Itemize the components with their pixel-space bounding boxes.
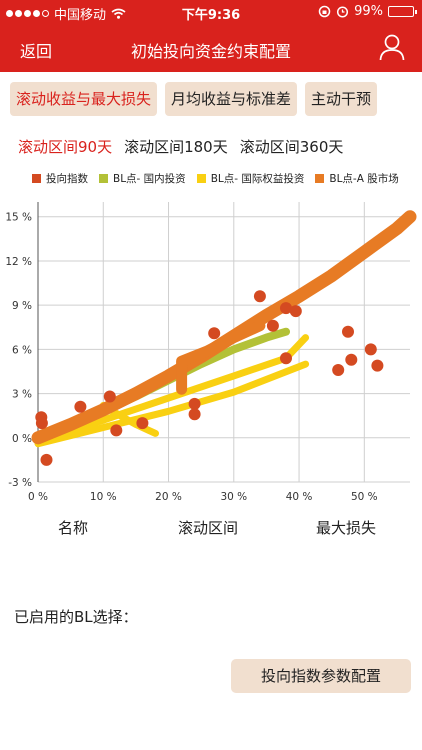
series-index-point: [110, 424, 123, 437]
series-index-point: [40, 453, 53, 466]
series-index-point: [280, 352, 292, 365]
interval-360-days[interactable]: 滚动区间360天: [239, 138, 344, 156]
signal-dots-icon: [6, 10, 49, 17]
y-tick-label: 6 %: [12, 344, 32, 356]
interval-180-days[interactable]: 滚动区间180天: [124, 138, 228, 156]
chart-svg: -3 % 0 % 3 % 6 % 9 % 12 % 15 % 0 % 10 % 20 % 30 % 4…: [5, 202, 417, 503]
status-bar-right: 99%: [318, 4, 417, 19]
y-tick-label: 0 %: [12, 433, 32, 445]
y-tick-label: 9 %: [12, 300, 32, 312]
y-tick-label: 3 %: [12, 389, 32, 401]
page-title: 初始投向资金约束配置: [130, 42, 291, 61]
series-index-point: [208, 327, 221, 340]
tab-active-intervention[interactable]: 主动干预: [305, 82, 378, 116]
x-tick-label: 10 %: [90, 491, 117, 503]
column-headers: 名称 滚动区间 最大损失: [0, 517, 422, 539]
y-tick-label: -3 %: [8, 477, 32, 489]
series-international-band: [34, 360, 310, 448]
legend-swatch: [99, 174, 108, 183]
series-index-point: [332, 364, 345, 376]
series-index-point: [74, 400, 87, 413]
series-index-point: [188, 408, 201, 421]
legend-label: BL点- 国际权益投资: [210, 173, 305, 185]
x-tick-label: 40 %: [286, 491, 313, 503]
chart-legend: 投向指数 BL点- 国内投资 BL点- 国际权益投资 BL点-A 股市场: [32, 171, 399, 186]
tab-monthly-return-std[interactable]: 月均收益与标准差: [165, 82, 298, 116]
status-bar-left: 中国移动: [6, 4, 126, 23]
series-ashare-spur: [176, 320, 266, 395]
wifi-icon: [111, 8, 126, 19]
series-index-point: [371, 359, 384, 372]
series-index-point: [253, 290, 266, 303]
enabled-bl-label: 已启用的BL选择：: [14, 608, 138, 626]
orientation-lock-icon: [318, 5, 331, 18]
tab-bar: 滚动收益与最大损失 月均收益与标准差 主动干预: [10, 82, 378, 116]
series-index-point: [266, 319, 279, 332]
x-tick-label: 50 %: [351, 491, 378, 503]
battery-icon: [388, 6, 417, 17]
legend-swatch: [315, 174, 325, 183]
legend-swatch: [196, 174, 206, 183]
series-index-point: [342, 325, 354, 338]
scatter-chart: -3 % 0 % 3 % 6 % 9 % 12 % 15 % 0 % 10 % 20 % 30 % 4…: [0, 192, 422, 510]
series-index-point: [345, 353, 358, 366]
column-name: 名称: [58, 519, 89, 537]
nav-bar: 返回 初始投向资金约束配置: [0, 24, 422, 72]
battery-percent: 99%: [354, 4, 383, 19]
index-param-config-button[interactable]: 投向指数参数配置: [231, 659, 411, 693]
series-index-point: [103, 390, 116, 403]
user-icon[interactable]: [378, 33, 406, 61]
legend-label: BL点- 国内投资: [113, 173, 186, 185]
series-index-point: [136, 417, 149, 430]
status-time: 下午9:36: [181, 8, 241, 23]
carrier-label: 中国移动: [54, 8, 107, 23]
series-international-band: [99, 401, 159, 437]
status-bar: 中国移动 下午9:36 99%: [0, 0, 422, 24]
series-index-point: [289, 305, 302, 318]
series-index-point: [364, 343, 377, 356]
legend-item-international: BL点- 国际权益投资: [196, 171, 305, 186]
interval-selector: 滚动区间90天 滚动区间180天 滚动区间360天: [18, 136, 343, 157]
x-tick-label: 20 %: [155, 491, 182, 503]
interval-90-days[interactable]: 滚动区间90天: [18, 138, 113, 156]
series-index-point: [188, 397, 201, 410]
y-tick-label: 15 %: [5, 212, 32, 224]
legend-item-domestic: BL点- 国内投资: [99, 171, 186, 186]
alarm-icon: [337, 6, 349, 18]
column-max-loss: 最大损失: [316, 519, 377, 537]
series-index-point: [280, 302, 292, 315]
x-tick-label: 30 %: [220, 491, 247, 503]
tab-rolling-return-max-loss[interactable]: 滚动收益与最大损失: [10, 82, 158, 116]
legend-item-ashare: BL点-A 股市场: [315, 171, 399, 186]
legend-item-index: 投向指数: [32, 171, 88, 186]
legend-label: BL点-A 股市场: [329, 173, 399, 185]
series-index-point: [35, 417, 48, 430]
legend-swatch: [32, 174, 41, 183]
x-tick-label: 0 %: [28, 491, 48, 503]
series-ashare-band: [31, 210, 417, 445]
legend-label: 投向指数: [46, 173, 88, 185]
back-button[interactable]: 返回: [20, 42, 53, 61]
y-tick-label: 12 %: [5, 256, 32, 268]
column-rolling-interval: 滚动区间: [178, 519, 239, 537]
